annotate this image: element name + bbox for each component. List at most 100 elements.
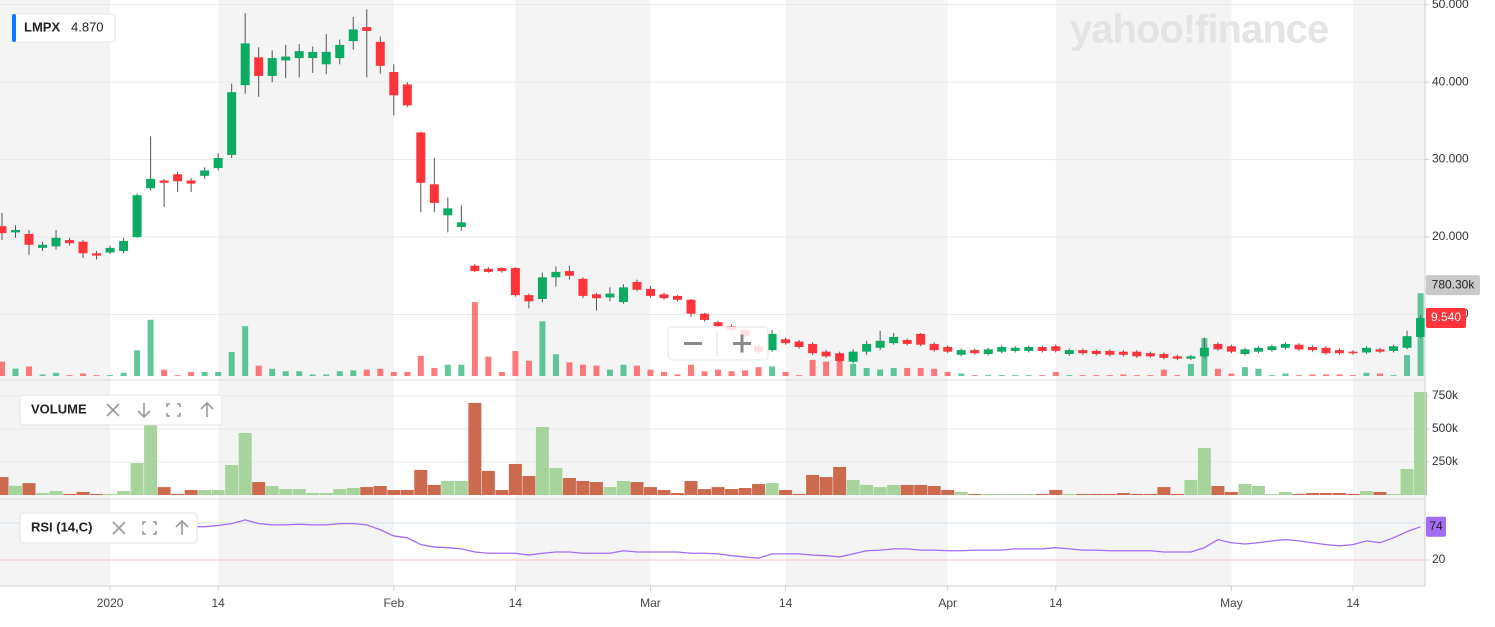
volume-bar: [887, 484, 901, 495]
volume-bar: [941, 489, 955, 495]
volume-bar: [36, 493, 50, 495]
volume-overlay-bar: [444, 364, 451, 376]
volume-overlay-bar: [485, 356, 492, 376]
candle-body: [1402, 336, 1412, 348]
candle-body: [294, 51, 304, 59]
candle-body: [1240, 349, 1250, 354]
volume-bar: [117, 491, 131, 495]
volume-bar: [954, 491, 968, 495]
candle-body: [686, 299, 696, 314]
candle-body: [605, 293, 615, 298]
volume-overlay-bar: [512, 351, 519, 376]
volume-overlay-bar: [107, 375, 114, 376]
volume-overlay-bar: [363, 369, 370, 376]
volume-bar: [1387, 493, 1401, 495]
candle-body: [51, 237, 61, 247]
candle-body: [456, 222, 466, 227]
volume-bar: [1305, 493, 1319, 495]
candle-body: [146, 178, 156, 189]
move-up-icon[interactable]: [175, 519, 189, 535]
candle-body: [889, 336, 899, 344]
volume-bar: [441, 481, 455, 495]
candle-body: [321, 51, 331, 65]
candle-body: [794, 341, 804, 348]
background-stripe: [0, 0, 111, 586]
candle-body: [132, 195, 142, 238]
candle-body: [497, 268, 507, 272]
x-tick-label: 14: [211, 596, 225, 610]
move-down-icon[interactable]: [137, 403, 151, 419]
volume-bar: [630, 482, 644, 495]
volume-bar: [1022, 493, 1036, 495]
volume-bar: [454, 481, 468, 495]
expand-icon[interactable]: [166, 403, 181, 417]
volume-overlay-bar: [539, 321, 546, 376]
volume-bar: [589, 482, 603, 495]
volume-overlay-bar: [161, 369, 168, 376]
volume-bar: [1103, 493, 1117, 495]
volume-tag: 780.30k: [1432, 277, 1476, 291]
zoom-in[interactable]: [733, 334, 751, 353]
candle-body: [470, 265, 480, 272]
volume-bar: [549, 467, 563, 495]
volume-bar: [1346, 493, 1360, 495]
volume-overlay-bar: [782, 371, 789, 376]
volume-overlay-bar: [53, 372, 60, 376]
volume-bar: [144, 425, 158, 495]
volume-overlay-bar: [1052, 371, 1059, 376]
volume-bar: [0, 477, 9, 495]
close-icon[interactable]: [106, 403, 120, 417]
candle-body: [38, 244, 48, 248]
zoom-control[interactable]: [667, 326, 769, 361]
volume-overlay-bar: [863, 367, 870, 376]
legend-accent: [12, 14, 16, 42]
volume-overlay-bar: [147, 319, 154, 376]
volume-overlay-bar: [188, 371, 195, 376]
volume-bar: [346, 488, 360, 495]
x-tick-label: May: [1220, 596, 1243, 610]
candle-body: [808, 343, 818, 354]
volume-overlay-bar: [1336, 374, 1343, 376]
volume-bar: [1116, 493, 1130, 495]
volume-bar: [752, 484, 766, 495]
volume-bar: [819, 477, 833, 495]
volume-overlay-bar: [39, 374, 46, 376]
volume-overlay-bar: [431, 367, 438, 376]
candle-body: [551, 271, 561, 278]
candle-body: [564, 271, 574, 276]
candle-body: [537, 277, 547, 299]
candle-body: [1389, 346, 1399, 351]
volume-bar: [306, 493, 320, 495]
volume-overlay-bar: [66, 375, 73, 376]
candle-body: [1307, 347, 1317, 351]
volume-bar: [968, 493, 982, 495]
volume-overlay-bar: [458, 364, 465, 376]
volume-tag-box: [1426, 275, 1480, 296]
volume-overlay-bar: [566, 362, 573, 376]
candle-body: [700, 313, 710, 320]
candle-body: [1105, 350, 1115, 355]
volume-bar: [22, 483, 36, 495]
volume-overlay-bar: [1377, 373, 1384, 376]
move-up-icon[interactable]: [200, 401, 214, 417]
volume-bar: [1197, 447, 1211, 495]
rsi-legend[interactable]: RSI (14,C): [19, 512, 198, 544]
symbol-legend[interactable]: LMPX 4.870: [11, 13, 116, 43]
candle-body: [1348, 351, 1358, 354]
legend-box: [19, 394, 223, 426]
volume-bar: [1184, 479, 1198, 495]
close-icon[interactable]: [112, 521, 126, 535]
expand-icon[interactable]: [142, 521, 157, 535]
y-tick-label: 40.000: [1432, 74, 1469, 88]
volume-overlay-bar: [823, 361, 830, 376]
candle-body: [416, 132, 426, 183]
volume-overlay-bar: [1322, 374, 1329, 376]
volume-overlay-bar: [1147, 375, 1154, 376]
volume-overlay-bar: [228, 351, 235, 376]
volume-overlay-bar: [1093, 375, 1100, 376]
volume-legend[interactable]: VOLUME: [19, 394, 223, 426]
x-tick-label: 2020: [97, 596, 124, 610]
volume-bar: [90, 493, 104, 495]
candle-body: [618, 287, 628, 303]
